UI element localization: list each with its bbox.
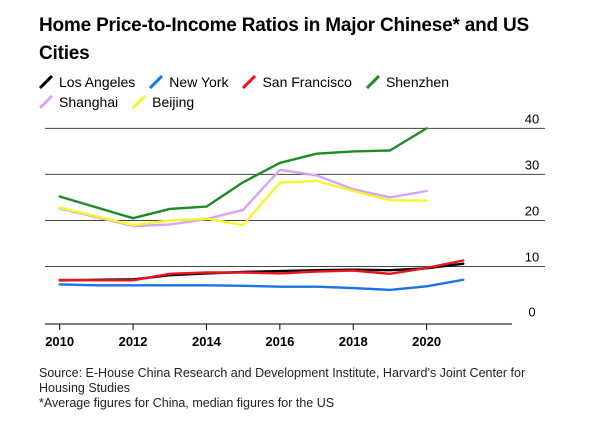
legend-label-new-york: New York <box>169 74 229 90</box>
y-tick-label-10: 10 <box>525 249 539 264</box>
chart-title: Home Price-to-Income Ratios in Major Chi… <box>39 15 530 64</box>
legend-item-los-angeles: Los Angeles <box>39 74 135 90</box>
legend-swatch-san-francisco <box>242 75 257 89</box>
legend-label-shanghai: Shanghai <box>59 94 119 110</box>
y-tick-label-0: 0 <box>528 304 535 319</box>
footnote-text: *Average figures for China, median figur… <box>39 396 335 410</box>
series-line-new-york <box>58 278 465 292</box>
legend-row-1: Los Angeles New York San Francisco Shenz… <box>39 72 559 92</box>
legend-swatch-shanghai <box>39 95 53 109</box>
y-tick-label-20: 20 <box>525 203 539 218</box>
chart-legend: Los Angeles New York San Francisco Shenz… <box>39 72 559 112</box>
series-line-beijing <box>58 179 428 227</box>
source-text: Source: E-House China Research and Devel… <box>39 366 526 395</box>
legend-label-san-francisco: San Francisco <box>262 74 352 90</box>
series-line-san-francisco <box>58 259 465 282</box>
x-tick-label-2014: 2014 <box>192 334 222 349</box>
y-tick-label-40: 40 <box>525 111 539 126</box>
chart-source-note: Source: E-House China Research and Devel… <box>39 366 559 411</box>
series-line-shanghai <box>58 168 428 228</box>
x-tick-label-2012: 2012 <box>119 334 148 349</box>
legend-label-beijing: Beijing <box>152 94 195 110</box>
y-tick-label-30: 30 <box>525 157 539 172</box>
legend-row-2: Shanghai Beijing <box>39 92 559 112</box>
legend-swatch-los-angeles <box>39 75 53 89</box>
legend-item-shenzhen: Shenzhen <box>365 74 449 90</box>
legend-label-shenzhen: Shenzhen <box>385 74 449 90</box>
legend-item-san-francisco: San Francisco <box>242 74 352 90</box>
legend-item-beijing: Beijing <box>132 94 194 110</box>
legend-swatch-beijing <box>132 95 147 109</box>
legend-item-new-york: New York <box>149 74 228 90</box>
x-tick-label-2010: 2010 <box>45 334 74 349</box>
x-tick-label-2016: 2016 <box>265 334 294 349</box>
series-line-shenzhen <box>58 127 428 220</box>
x-tick-label-2020: 2020 <box>412 334 441 349</box>
legend-label-los-angeles: Los Angeles <box>59 74 136 90</box>
x-tick-label-2018: 2018 <box>339 334 368 349</box>
legend-item-shanghai: Shanghai <box>39 94 118 110</box>
legend-swatch-new-york <box>149 75 164 89</box>
legend-swatch-shenzhen <box>365 75 380 89</box>
